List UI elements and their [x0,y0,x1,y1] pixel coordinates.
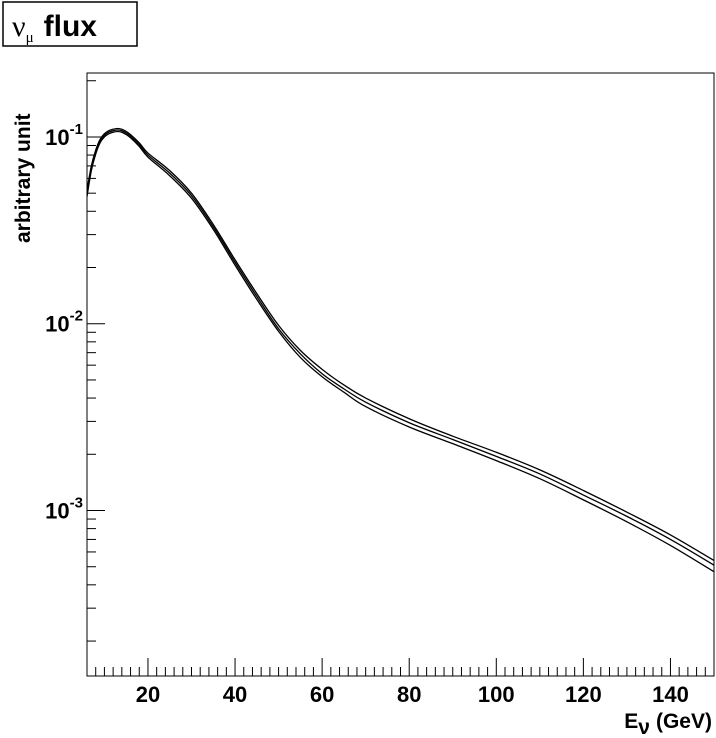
x-axis-title-main: E [624,710,638,733]
y-tick-label-base: 10 [45,499,69,524]
y-tick-label-exponent: -2 [70,308,83,325]
series-lines [86,127,715,573]
y-tick-label: 10-3 [45,495,83,524]
x-axis-title-unit: (GeV) [656,710,712,733]
title-text: flux [44,10,98,43]
flux-series-line-2 [86,129,715,566]
chart-title-box: νμ flux [2,1,138,47]
y-tick-label-base: 10 [45,312,69,337]
x-tick-label: 60 [310,682,334,707]
x-axis-ticks [86,658,715,676]
chart-title-frame [2,1,138,47]
title-subscript: μ [26,30,34,46]
x-axis-title-subscript: ν [638,716,650,738]
y-tick-label: 10-2 [45,308,83,337]
y-tick-label-base: 10 [45,125,69,150]
x-tick-label: 120 [565,682,602,707]
x-tick-label: 40 [223,682,247,707]
plot-frame [86,72,715,677]
x-axis-title: Eν (GeV) [624,710,712,738]
x-tick-label: 100 [478,682,515,707]
y-tick-label: 10-1 [45,121,83,150]
x-axis-tick-labels: 20 40 60 80 100 120 140 [136,682,689,707]
y-axis-ticks [87,80,105,642]
x-tick-label: 140 [652,682,689,707]
y-tick-label-exponent: -3 [70,495,83,512]
x-tick-label: 20 [136,682,160,707]
y-tick-label-exponent: -1 [70,121,83,138]
y-axis-tick-labels: 10-110-210-3 [45,121,83,524]
title-symbol: ν [12,10,26,43]
x-tick-label: 80 [397,682,421,707]
flux-series-line-1 [86,127,715,562]
chart-title: νμ flux [12,10,97,46]
flux-series-line-3 [86,130,715,573]
y-axis-title: arbitrary unit [12,113,35,243]
